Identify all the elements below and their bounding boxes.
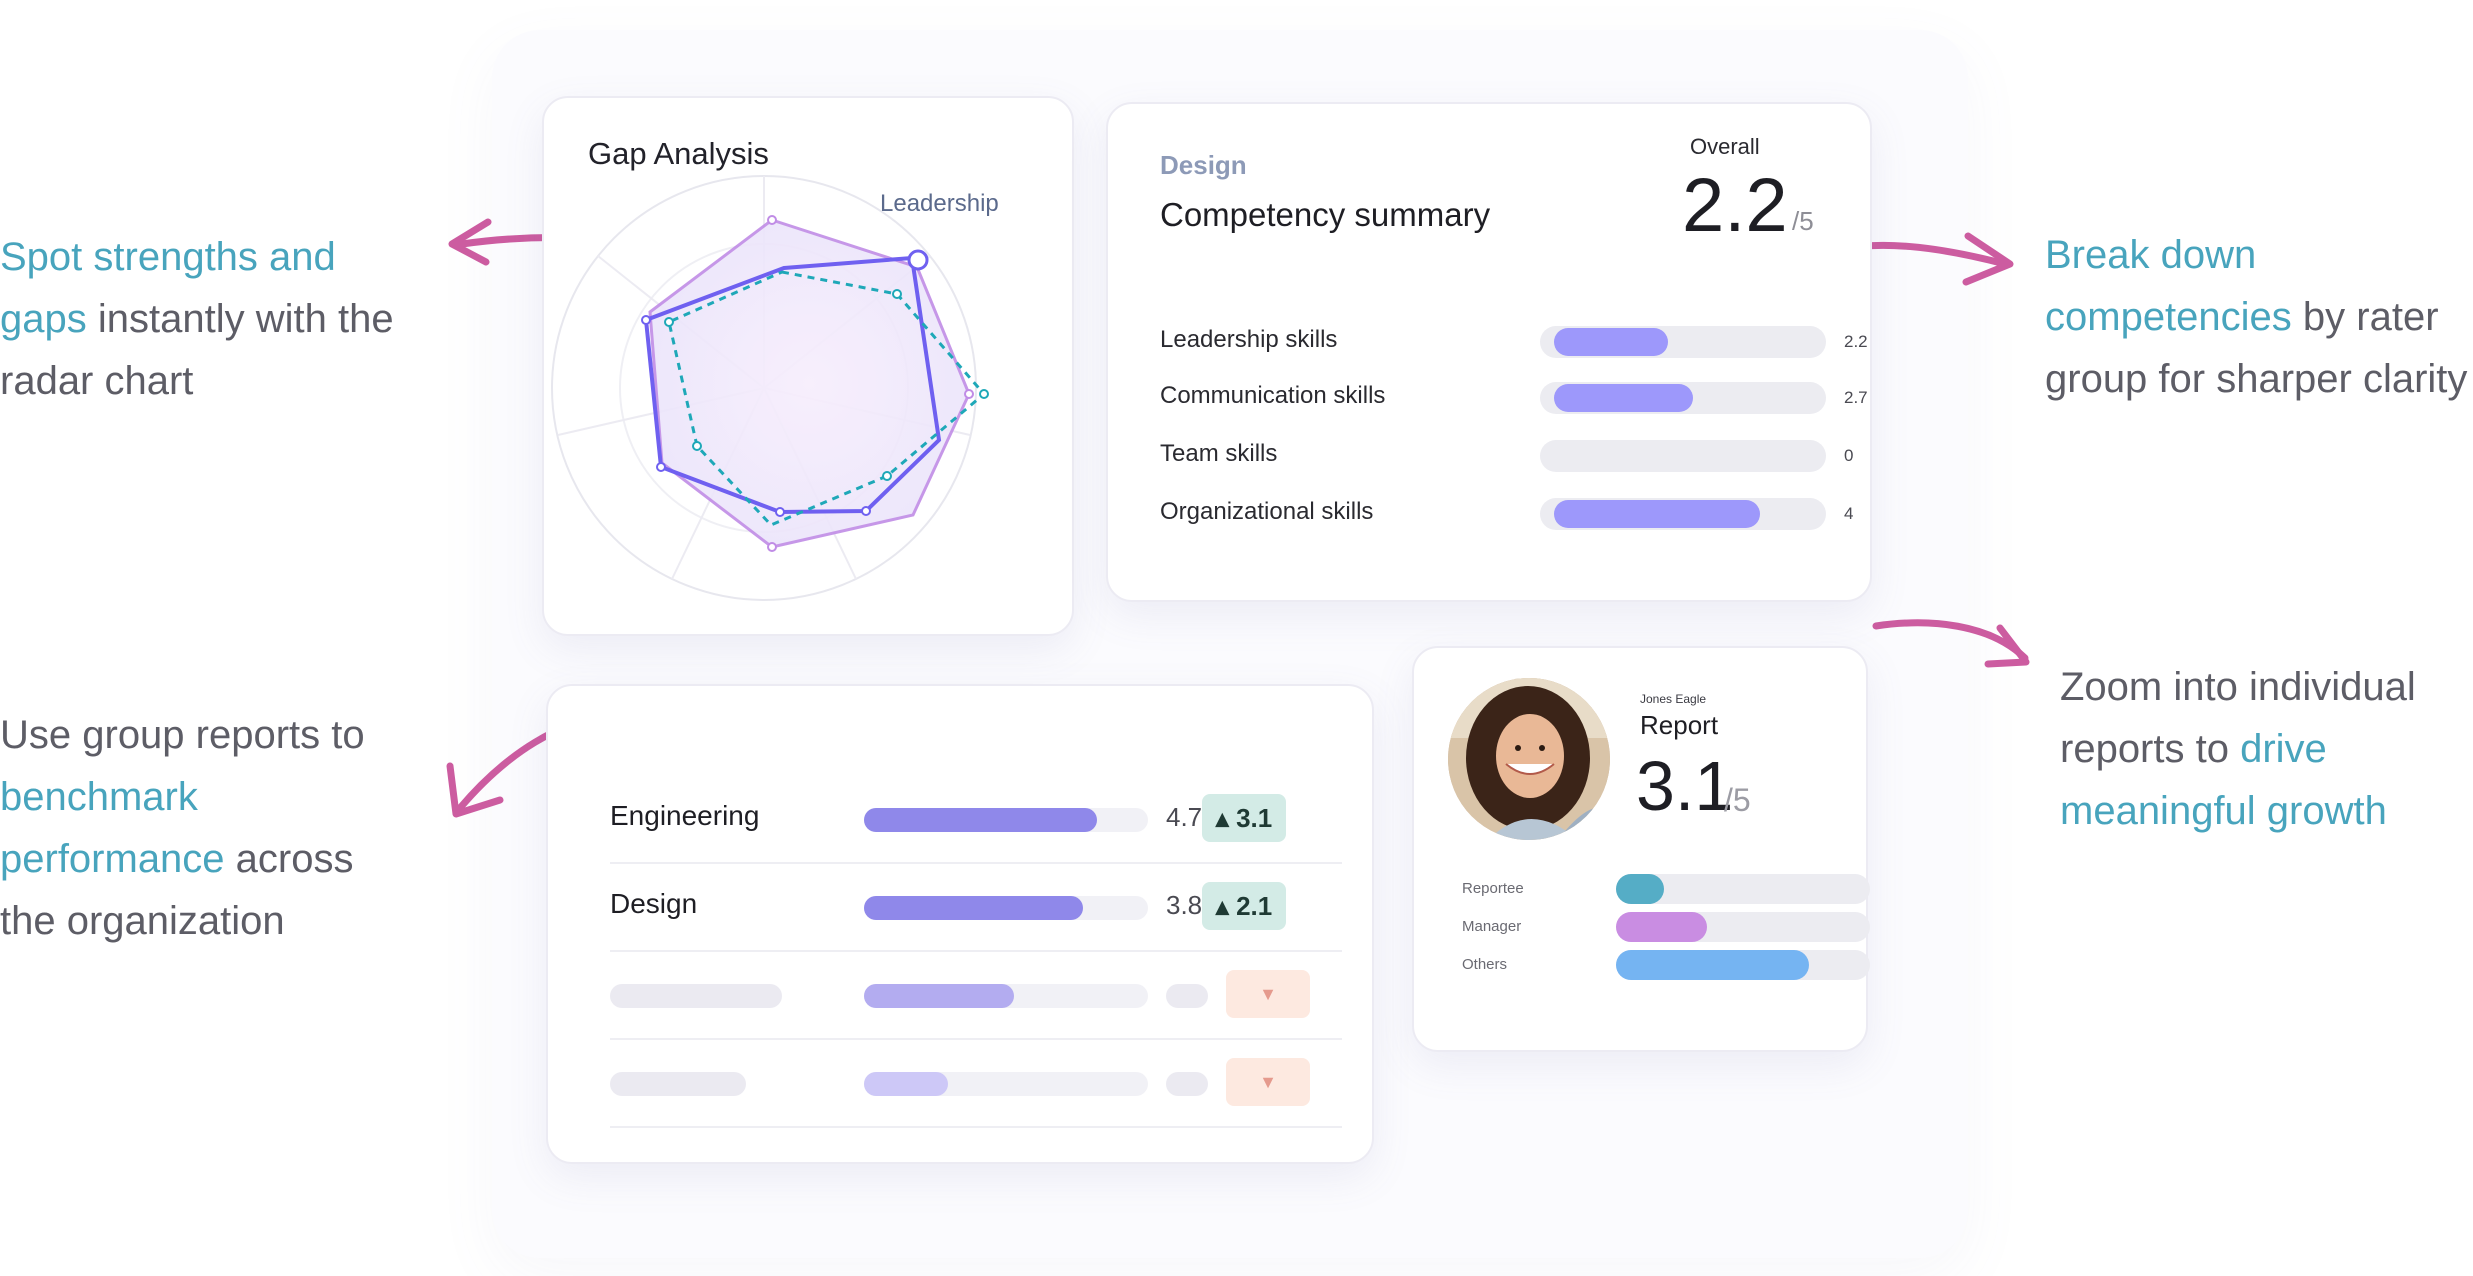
overall-score: 2.2 (1682, 163, 1788, 248)
skill-label: Team skills (1160, 440, 1278, 467)
annotation-individual: Zoom into individual reports to drive me… (2060, 656, 2472, 842)
radar-series-teal (667, 270, 987, 527)
skill-label: Communication skills (1160, 382, 1386, 409)
group-track (864, 896, 1148, 920)
group-bar (864, 808, 1097, 832)
avatar-portrait-icon (1448, 678, 1610, 840)
placeholder-name (610, 984, 782, 1008)
competency-title: Competency summary (1160, 196, 1491, 233)
rater-row: Reportee (1462, 874, 1870, 904)
annotation-individual-pre: Zoom into individual reports to (2060, 665, 2416, 771)
annotation-breakdown-highlight: Break down competencies (2045, 233, 2292, 339)
skill-row: Leadership skills 2.2 (1160, 322, 1868, 362)
skill-value: 2.2 (1844, 332, 1868, 351)
group-name: Design (610, 888, 698, 919)
annotation-radar: Spot strengths and gaps instantly with t… (0, 226, 420, 412)
group-row[interactable]: Engineering 4.7 ▴ 3.1 (610, 774, 1342, 864)
radar-series-blue (643, 255, 942, 515)
placeholder-score (1166, 1072, 1208, 1096)
group-row-placeholder: ▼ (610, 950, 1342, 1040)
rater-track (1616, 950, 1870, 980)
radar-axis-label: Leadership (880, 190, 999, 217)
skill-row: Team skills 0 (1160, 436, 1853, 476)
placeholder-score (1166, 984, 1208, 1008)
skill-value: 2.7 (1844, 388, 1868, 407)
report-person-name: Jones Eagle (1640, 692, 1707, 706)
skill-value: 4 (1844, 504, 1854, 523)
skill-track (1540, 440, 1826, 472)
annotation-individual-highlight: drive meaningful growth (2060, 727, 2387, 833)
overall-max: /5 (1792, 206, 1814, 236)
skill-label: Leadership skills (1160, 326, 1338, 353)
skill-bar (1554, 500, 1761, 528)
gap-analysis-title: Gap Analysis (588, 136, 769, 171)
annotation-breakdown-text: by rater group for sharper clarity (2045, 295, 2468, 401)
arrowhead-breakdown-icon (1962, 232, 2014, 286)
competency-summary-card: Design Competency summary Overall 2.2 /5… (1106, 102, 1872, 602)
group-name: Engineering (610, 800, 760, 831)
radar-series-violet (648, 218, 971, 549)
annotation-radar-highlight: Spot strengths and gaps (0, 235, 336, 341)
annotation-radar-text: instantly with the radar chart (0, 297, 394, 403)
caret-down-icon: ▼ (1226, 1058, 1310, 1106)
skill-label: Organizational skills (1160, 498, 1374, 525)
arrowhead-groups-icon (446, 762, 504, 818)
radar-highlight-point[interactable] (907, 249, 929, 271)
skill-row: Organizational skills 4 (1160, 494, 1853, 534)
group-delta-badge: ▴ 3.1 (1202, 794, 1286, 842)
group-score: 3.8 (1166, 890, 1203, 920)
annotation-breakdown: Break down competencies by rater group f… (2045, 224, 2473, 410)
rater-track (1616, 912, 1870, 942)
annotation-groups-highlight: benchmark performance (0, 775, 225, 881)
group-track (864, 984, 1148, 1008)
caret-up-icon: ▴ (1215, 891, 1237, 921)
skill-bar (1554, 328, 1668, 356)
avatar (1448, 678, 1610, 840)
group-bar (864, 896, 1083, 920)
placeholder-bar (864, 1072, 948, 1096)
report-max: /5 (1724, 782, 1751, 818)
group-track (864, 1072, 1148, 1096)
group-score: 4.7 (1166, 802, 1203, 832)
skill-track (1540, 498, 1826, 530)
group-track (864, 808, 1148, 832)
group-delta-badge: ▴ 2.1 (1202, 882, 1286, 930)
competency-group-label: Design (1160, 150, 1247, 180)
skill-value: 0 (1844, 446, 1854, 465)
rater-bar (1616, 912, 1708, 942)
rater-row: Others (1462, 950, 1870, 980)
group-delta: 2.1 (1236, 891, 1273, 921)
group-delta: 3.1 (1236, 803, 1273, 833)
rater-row: Manager (1462, 912, 1870, 942)
skill-row: Communication skills 2.7 (1160, 378, 1868, 418)
caret-up-icon: ▴ (1215, 803, 1237, 833)
arrowhead-radar-icon (448, 218, 492, 266)
rater-track (1616, 874, 1870, 904)
report-score: 3.1 (1636, 747, 1734, 825)
overall-label: Overall (1690, 134, 1760, 159)
rater-bar (1616, 874, 1665, 904)
group-row-placeholder: ▼ (610, 1038, 1342, 1128)
annotation-groups-pre: Use group reports to (0, 713, 365, 757)
gap-analysis-card: Gap Analysis Leadership (542, 96, 1074, 636)
annotation-groups-text: across the organization (0, 837, 354, 943)
report-title: Report (1640, 710, 1719, 740)
rater-label: Others (1462, 956, 1508, 973)
skill-track (1540, 326, 1826, 358)
annotation-groups: Use group reports to benchmark performan… (0, 704, 420, 952)
radar-points (641, 215, 989, 552)
rater-label: Reportee (1462, 880, 1524, 897)
arrowhead-individual-icon (1984, 624, 2030, 668)
rater-bar (1616, 950, 1810, 980)
rater-label: Manager (1462, 918, 1522, 935)
placeholder-bar (864, 984, 1014, 1008)
group-row[interactable]: Design 3.8 ▴ 2.1 (610, 862, 1342, 952)
radar-chart (551, 175, 989, 601)
caret-down-icon: ▼ (1226, 970, 1310, 1018)
group-reports-card: Engineering 4.7 ▴ 3.1 Design 3.8 ▴ 2.1 ▼… (546, 684, 1374, 1164)
placeholder-name (610, 1072, 746, 1096)
individual-report-card: Jones Eagle Report 3.1 /5 Reportee Manag… (1412, 646, 1870, 1052)
skill-track (1540, 382, 1826, 414)
skill-bar (1554, 384, 1694, 412)
